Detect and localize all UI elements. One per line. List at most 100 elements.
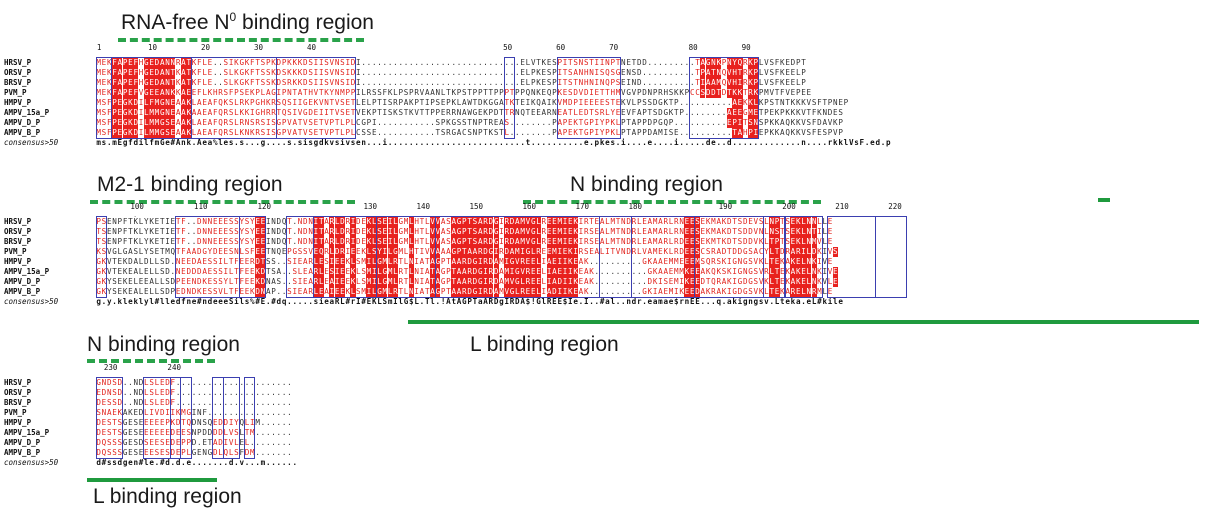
residue: L (769, 247, 775, 257)
residue: V (827, 267, 833, 276)
residue: A (599, 237, 605, 246)
residue: E (551, 217, 558, 227)
residue: . (287, 428, 292, 437)
residue: . (414, 118, 419, 127)
residue: G (159, 128, 165, 138)
residue: V (297, 108, 303, 117)
residue: P (345, 118, 351, 127)
ruler-tick: . (526, 212, 529, 219)
residue: N (112, 237, 117, 246)
residue: P (117, 217, 123, 226)
residue: A (647, 247, 653, 256)
ruler-number: 100 (130, 202, 144, 211)
residue: Q (218, 128, 223, 137)
residue: G (303, 108, 308, 117)
residue: K (244, 108, 250, 117)
residue: K (647, 257, 653, 266)
residue: E (689, 257, 695, 267)
residue: A (159, 58, 165, 68)
ruler-tick: . (611, 53, 614, 60)
residue: V (764, 68, 769, 77)
residue: E (154, 217, 160, 226)
residue: I (594, 58, 600, 67)
residue: A (477, 217, 483, 227)
residue: F (250, 68, 255, 77)
residue: T (467, 217, 473, 227)
residue: S (308, 128, 313, 137)
residue: D (303, 227, 308, 236)
residue: . (631, 257, 637, 266)
residue: l (144, 138, 149, 147)
residue: M (387, 267, 393, 277)
residue: A (419, 257, 425, 266)
residue: K (223, 98, 229, 107)
residue: L (329, 247, 335, 257)
residue: S (371, 247, 377, 257)
residue: E (318, 257, 324, 267)
residue: A (658, 237, 663, 246)
residue: S (234, 227, 239, 236)
residue: T (769, 257, 775, 267)
residue: A (705, 78, 711, 88)
residue: S (546, 68, 552, 77)
residue: E (541, 88, 547, 97)
residue: L (758, 68, 764, 77)
residue: . (488, 58, 494, 67)
residue: I (313, 58, 319, 67)
sequence-name: AMPV_15a_P (4, 428, 50, 437)
residue: . (170, 267, 176, 276)
residue: S (212, 257, 218, 266)
residue: D (568, 98, 573, 107)
residue: A (583, 267, 589, 276)
residue: . (265, 138, 271, 147)
residue: E (551, 257, 558, 267)
residue: L (530, 247, 536, 257)
residue: G (742, 257, 748, 266)
residue: S (260, 128, 266, 137)
residue: . (663, 58, 669, 67)
residue: . (631, 138, 637, 147)
residue: A (557, 118, 563, 127)
residue: E (541, 247, 547, 256)
residue: . (647, 58, 653, 67)
residue: L (668, 247, 674, 256)
residue: A (647, 227, 653, 236)
residue: A (499, 267, 504, 276)
residue: Q (663, 118, 669, 127)
residue: N (710, 58, 717, 68)
residue: H (138, 78, 144, 87)
residue: I (626, 78, 631, 87)
residue: E (621, 68, 626, 77)
residue: H (742, 128, 748, 137)
residue: D (154, 78, 160, 88)
residue: . (679, 98, 684, 107)
residue: T (128, 217, 133, 226)
residue: K (817, 247, 822, 256)
residue: P (111, 128, 118, 138)
residue: K (663, 98, 669, 107)
residue: D (727, 227, 732, 236)
ruler-number: 1 (96, 43, 102, 52)
residue: D (488, 257, 494, 267)
residue: . (212, 68, 218, 77)
residue: D (626, 237, 631, 246)
residue: T (716, 88, 722, 98)
residue: H (414, 217, 419, 226)
residue: N (753, 118, 759, 128)
residue: . (382, 118, 388, 127)
residue: . (440, 68, 446, 77)
residue: N (164, 78, 171, 88)
residue: H (732, 78, 738, 88)
residue: . (186, 237, 192, 246)
residue: S (700, 257, 706, 266)
residue: . (218, 58, 223, 67)
l-binding-region-bar-mid (408, 320, 1199, 324)
residue: P (446, 98, 451, 107)
residue: R (541, 217, 547, 226)
residue: P (371, 108, 377, 117)
residue: K (239, 128, 245, 137)
residue: E (568, 118, 573, 127)
residue: S (340, 58, 345, 67)
residue: L (668, 237, 674, 246)
residue: s (287, 138, 292, 147)
